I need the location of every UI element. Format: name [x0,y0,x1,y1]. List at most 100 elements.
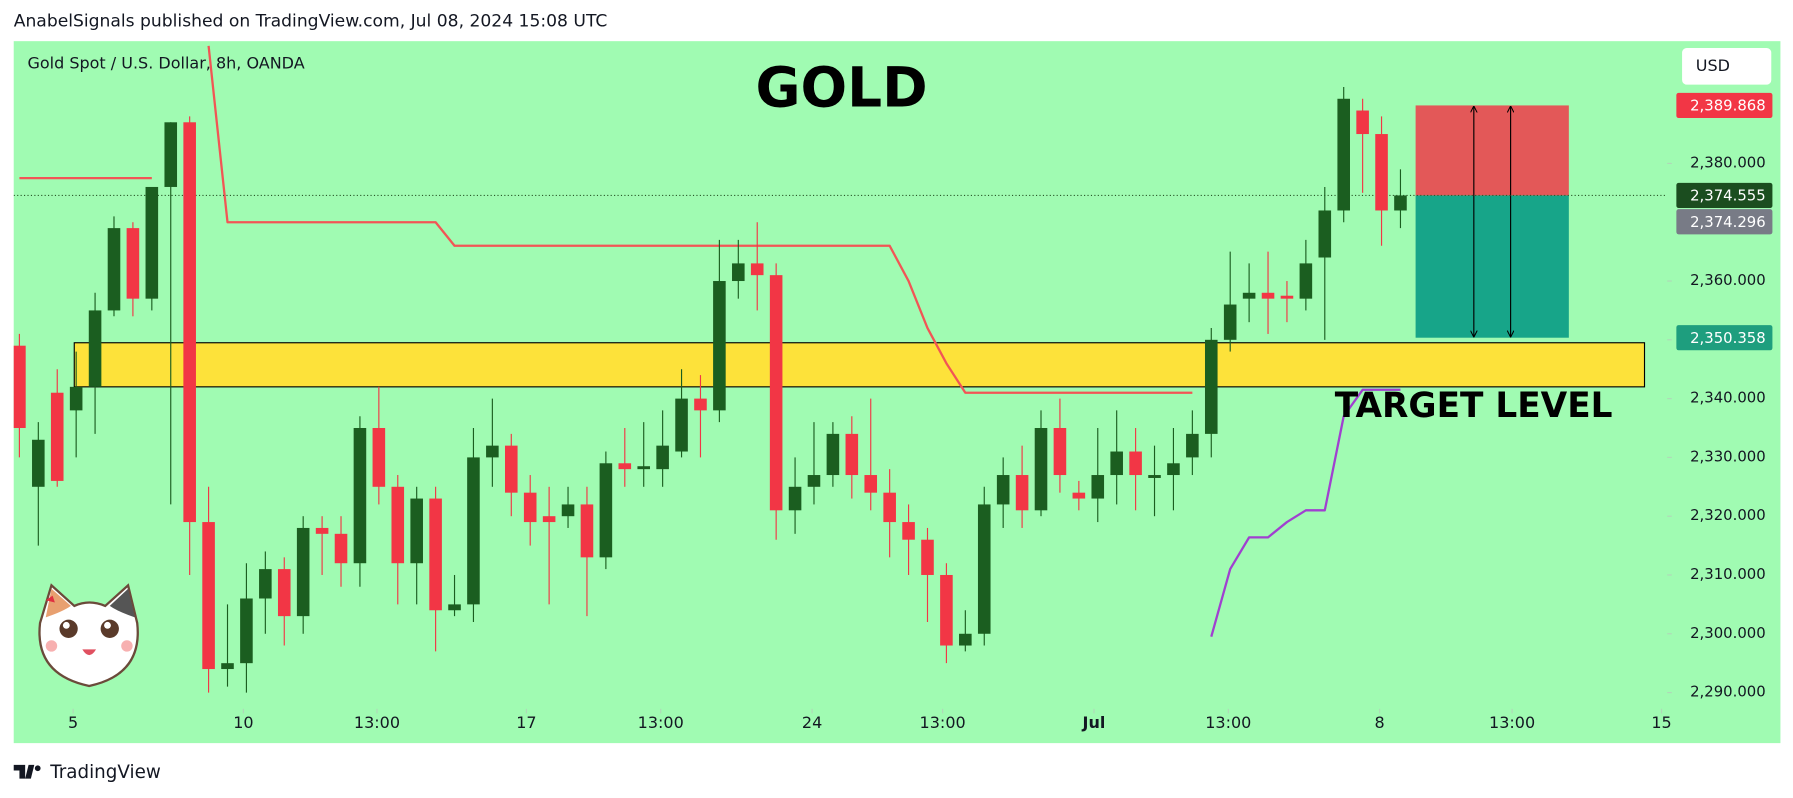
y-tick-label: 2,300.000 [1690,624,1766,642]
candle-body [845,433,859,476]
y-tick-label: 2,320.000 [1690,506,1766,524]
candle-body [1034,428,1048,511]
candle-body [277,569,291,617]
candle-body [88,310,102,387]
candle-body [1356,110,1369,135]
x-tick-label: 13:00 [1489,713,1535,732]
candle-body [1394,195,1407,211]
candle-body [1337,98,1350,211]
candle-body [296,527,310,617]
y-tick-label: 2,330.000 [1690,447,1766,465]
footer-logo [13,764,41,779]
y-tick-label: 2,290.000 [1690,683,1766,701]
candle-body [69,386,83,411]
price-label-box [1676,209,1773,235]
candle-body [1280,295,1294,299]
candle-body [618,463,632,470]
candle-body [410,498,423,564]
candle-body [1242,292,1256,299]
candle-body [1261,292,1275,299]
candle-body [542,516,556,523]
y-tick-label: 2,310.000 [1690,565,1766,583]
x-tick-label: 13:00 [920,713,966,732]
candle-body [1148,475,1161,478]
candle-body [1167,463,1180,476]
stop-zone [1415,105,1569,196]
candle-body [1223,304,1237,340]
candle-body [769,275,783,511]
indicator-line [1210,388,1401,638]
candle-body [486,445,499,458]
y-tick-label: 2,340.000 [1690,389,1766,407]
currency[interactable]: USD [1696,56,1730,75]
candle-body [959,633,972,646]
candle-body [107,228,121,311]
candle-body [334,533,348,564]
x-tick-label: 17 [516,713,536,732]
target-zone [73,342,1646,388]
candle-body [675,398,688,452]
price-label-box [1676,92,1773,119]
candle-body [145,186,159,299]
candle-body [902,522,915,540]
candle-body [523,492,537,523]
candle-body [1110,451,1123,476]
candle-body [1091,475,1105,499]
candle-body [504,445,518,493]
price-label: 2,374.555 [1690,187,1766,205]
candle-body [1204,339,1218,434]
price-label-box [1676,182,1773,209]
candle-body [467,457,480,605]
currency-box[interactable] [1682,48,1772,85]
candle-body [561,504,575,517]
x-tick-label: 15 [1651,713,1671,732]
candle-body [656,445,669,470]
x-tick-label: 13:00 [1205,713,1251,732]
candle-body [1299,263,1313,299]
price-label: 2,350.358 [1690,329,1766,347]
candle-body [694,398,707,411]
candle-body [977,504,991,634]
candle-body [429,498,442,611]
candle-body [13,345,26,429]
target-zone-box [1415,195,1569,338]
x-tick-label: Jul [1082,713,1106,732]
candle-body [1186,433,1199,458]
zone-label: TARGET LEVEL [1335,386,1613,426]
x-tick-label: 10 [233,713,253,732]
candle-body [391,486,405,564]
header: AnabelSignals published on TradingView.c… [14,12,608,32]
candle-body [1129,451,1142,476]
price-label-box [1676,325,1773,351]
candle-body [637,466,651,470]
candle-body [826,433,840,476]
x-tick-label: 5 [68,713,78,732]
candle-body [921,539,934,575]
candle-body [240,598,253,664]
candle-body [732,263,745,282]
candle-body [940,574,953,646]
candle-body [183,122,196,523]
candle-body [1375,134,1388,211]
candle-body [202,522,215,670]
candle-body [353,428,367,564]
candle-body [580,504,594,558]
candle-body [788,486,802,511]
candle-body [1072,492,1086,499]
candle-body [126,228,140,299]
price-label: 2,374.296 [1690,213,1766,231]
candle-body [599,463,613,558]
plot-area [13,45,1668,693]
candle-body [221,663,234,670]
candle-body [1015,475,1029,511]
y-tick-label: 2,380.000 [1690,153,1766,171]
candle-body [807,475,821,487]
candle-body [315,527,329,534]
candle-body [259,569,272,599]
candle-body [1318,210,1332,258]
candle-body [32,439,45,487]
candle-body [713,281,726,411]
candle-body [164,122,178,187]
x-tick-label: 13:00 [354,713,400,732]
